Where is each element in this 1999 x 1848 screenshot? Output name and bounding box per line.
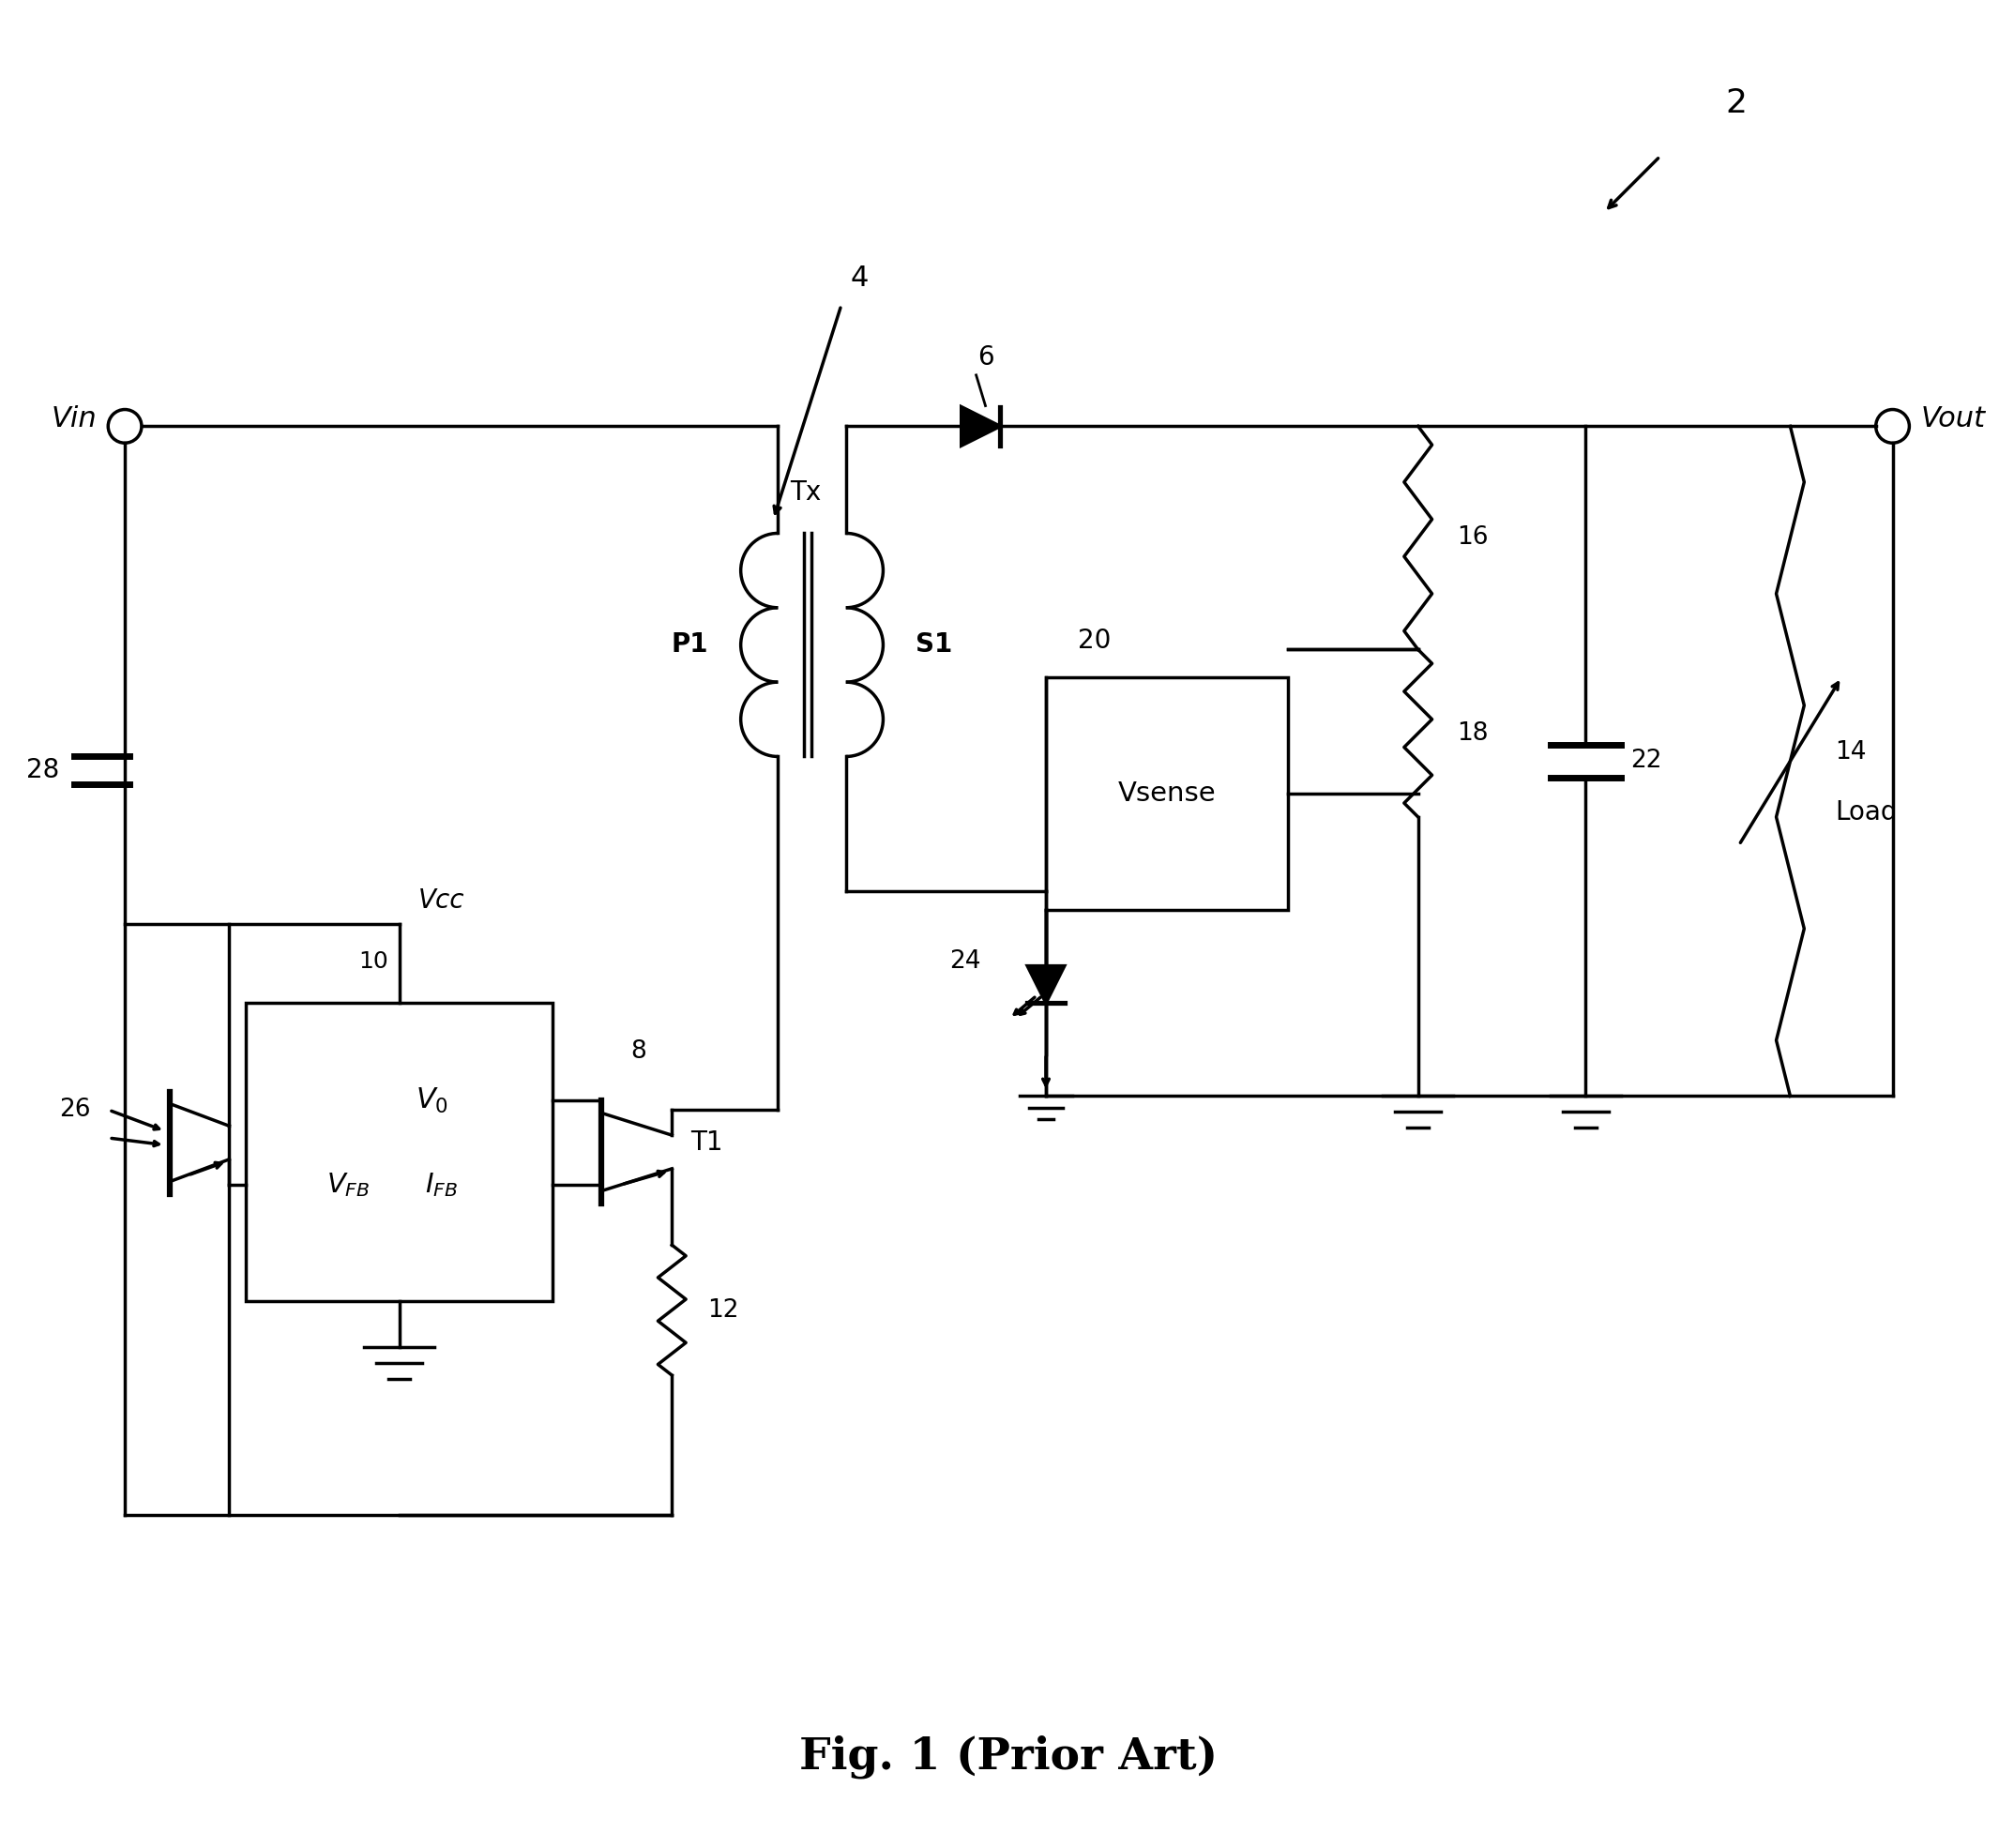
Text: $V_0$: $V_0$ bbox=[416, 1087, 448, 1116]
Text: $V_{FB}$: $V_{FB}$ bbox=[326, 1170, 370, 1199]
Bar bbox=[246, 1003, 554, 1301]
Text: Vcc: Vcc bbox=[418, 887, 464, 915]
Text: Load: Load bbox=[1835, 798, 1897, 826]
Text: Vsense: Vsense bbox=[1117, 780, 1215, 808]
Text: 24: 24 bbox=[950, 950, 982, 974]
Text: 28: 28 bbox=[26, 758, 60, 784]
Text: Fig. 1 (Prior Art): Fig. 1 (Prior Art) bbox=[800, 1735, 1217, 1778]
Text: 2: 2 bbox=[1725, 87, 1747, 120]
Text: 26: 26 bbox=[60, 1098, 90, 1122]
Text: 12: 12 bbox=[708, 1297, 740, 1323]
Text: 6: 6 bbox=[978, 344, 994, 370]
Text: Vin: Vin bbox=[52, 405, 96, 432]
Text: P1: P1 bbox=[672, 632, 708, 658]
Polygon shape bbox=[1027, 967, 1065, 1003]
Text: 14: 14 bbox=[1835, 739, 1867, 763]
Polygon shape bbox=[962, 407, 1000, 445]
Bar bbox=[1045, 678, 1287, 909]
Text: $I_{FB}$: $I_{FB}$ bbox=[424, 1170, 458, 1199]
Text: Tx: Tx bbox=[790, 479, 822, 505]
Text: 8: 8 bbox=[630, 1039, 646, 1064]
Text: Vout: Vout bbox=[1921, 405, 1985, 432]
Text: 22: 22 bbox=[1631, 748, 1661, 772]
Text: T1: T1 bbox=[690, 1129, 724, 1155]
Text: 10: 10 bbox=[358, 950, 388, 972]
Text: 18: 18 bbox=[1457, 721, 1489, 745]
Text: 16: 16 bbox=[1457, 525, 1489, 551]
Text: 20: 20 bbox=[1077, 628, 1111, 654]
Text: S1: S1 bbox=[916, 632, 952, 658]
Text: 4: 4 bbox=[850, 264, 870, 292]
